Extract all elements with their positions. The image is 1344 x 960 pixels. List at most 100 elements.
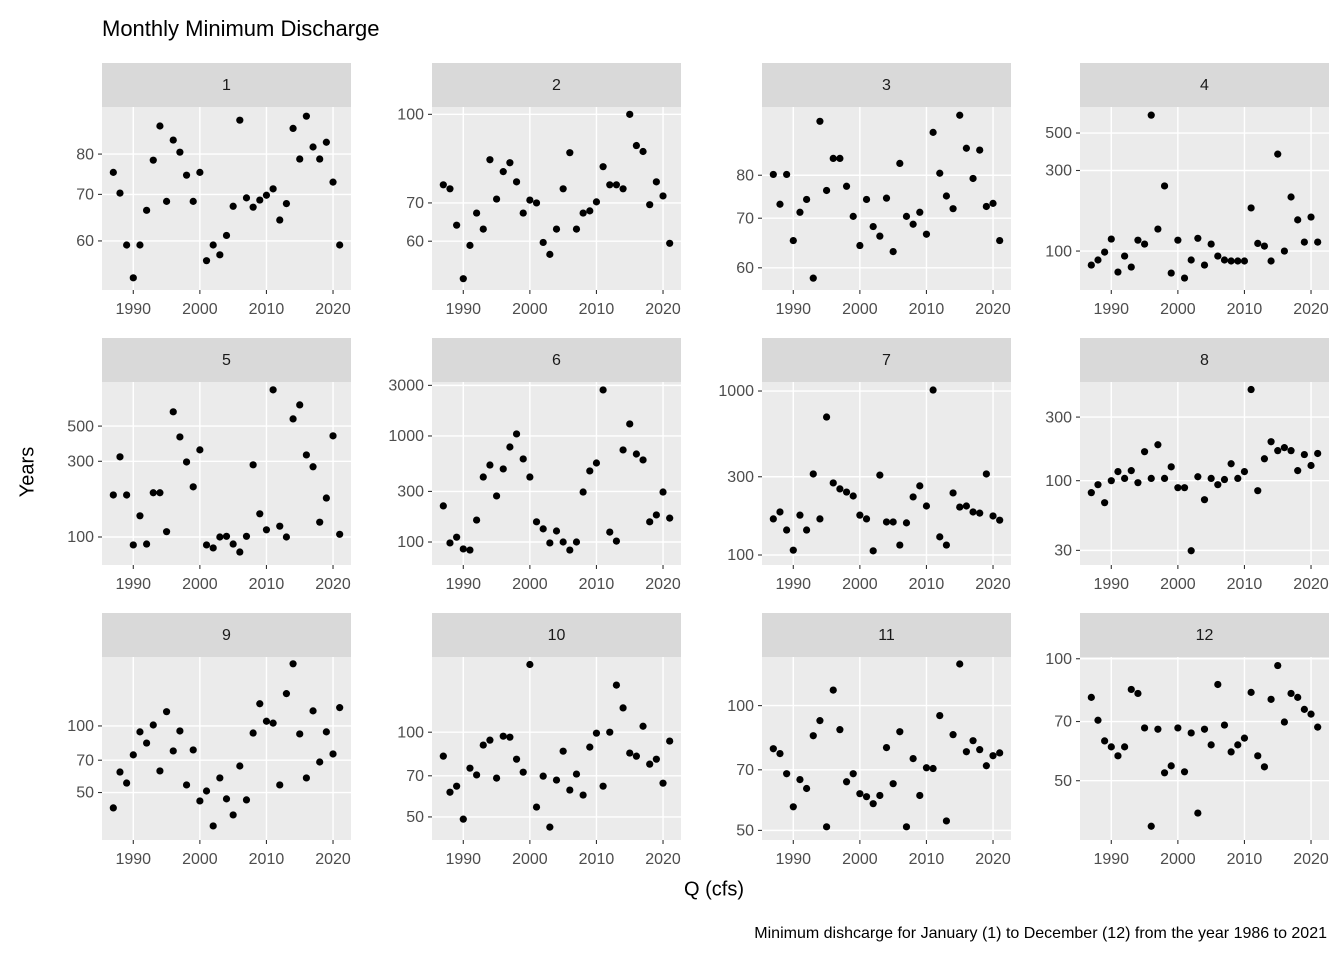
point: [803, 784, 811, 793]
point: [512, 178, 521, 186]
point: [1147, 111, 1155, 119]
x-tick-label: 2010: [1227, 576, 1263, 593]
point: [116, 189, 124, 197]
point: [149, 721, 157, 729]
point: [639, 147, 647, 156]
x-tick-label: 1990: [775, 301, 811, 318]
point: [856, 241, 864, 250]
y-tick-label: 100: [397, 107, 424, 124]
point: [1127, 467, 1135, 475]
strip: [432, 338, 681, 382]
point: [783, 770, 791, 778]
point: [769, 170, 777, 179]
point: [989, 199, 997, 207]
point: [1240, 257, 1249, 265]
point: [796, 511, 804, 519]
point: [1121, 743, 1129, 751]
point: [922, 230, 931, 238]
y-tick-label: 60: [406, 233, 424, 250]
y-tick-label: 300: [1045, 409, 1072, 426]
x-tick-label: 1990: [1093, 576, 1129, 593]
point: [1174, 484, 1182, 492]
point: [242, 194, 251, 202]
point: [1134, 236, 1142, 244]
point: [302, 774, 310, 782]
point: [269, 719, 277, 727]
point: [1254, 487, 1262, 495]
point: [619, 446, 627, 454]
point: [1101, 499, 1109, 507]
x-tick-label: 2000: [182, 301, 218, 318]
point: [282, 199, 291, 208]
y-tick-label: 500: [1045, 125, 1072, 142]
x-tick-label: 2000: [182, 576, 218, 593]
point: [1154, 441, 1162, 449]
point: [316, 758, 324, 766]
point: [479, 741, 487, 749]
point: [1101, 737, 1109, 745]
point: [526, 660, 534, 669]
point: [169, 747, 177, 755]
point: [1274, 150, 1282, 158]
point: [783, 526, 791, 534]
point: [882, 518, 891, 526]
point: [982, 470, 990, 478]
point: [506, 733, 514, 741]
y-tick-label: 100: [67, 529, 94, 546]
point: [532, 518, 541, 526]
point: [666, 239, 674, 247]
point: [1274, 661, 1282, 670]
point: [789, 236, 797, 245]
point: [446, 539, 454, 547]
point: [336, 530, 344, 538]
point: [129, 274, 137, 282]
y-tick-label: 300: [727, 469, 754, 486]
point: [289, 124, 297, 133]
point: [222, 532, 231, 540]
point: [1121, 252, 1129, 260]
x-tick-label: 2020: [975, 851, 1011, 868]
facet-title: 6: [552, 352, 561, 369]
point: [262, 191, 271, 199]
point: [269, 185, 277, 193]
point: [473, 209, 481, 217]
x-tick-label: 2020: [975, 301, 1011, 318]
point: [652, 178, 660, 186]
point: [882, 194, 891, 202]
point: [626, 110, 634, 118]
point: [1167, 463, 1175, 471]
point: [229, 811, 237, 819]
point: [256, 196, 264, 204]
point: [446, 185, 454, 193]
point: [222, 231, 231, 240]
x-tick-label: 2000: [1160, 301, 1196, 318]
y-tick-label: 1000: [388, 428, 424, 445]
point: [1087, 489, 1095, 497]
point: [316, 518, 324, 526]
x-tick-label: 2010: [909, 301, 945, 318]
point: [929, 386, 937, 394]
point: [652, 511, 660, 519]
point: [1234, 257, 1242, 265]
point: [1314, 723, 1322, 731]
point: [916, 482, 924, 490]
point: [559, 538, 567, 546]
point: [969, 508, 977, 516]
point: [176, 727, 184, 735]
point: [566, 786, 574, 794]
point: [619, 704, 627, 712]
x-tick-label: 2000: [512, 851, 548, 868]
point: [789, 546, 797, 554]
point: [202, 257, 211, 265]
point: [229, 540, 237, 548]
point: [169, 408, 177, 416]
point: [182, 171, 191, 179]
point: [592, 459, 601, 467]
y-tick-label: 70: [736, 762, 754, 779]
point: [902, 519, 911, 527]
point: [789, 803, 797, 811]
x-tick-label: 2010: [579, 301, 615, 318]
point: [769, 745, 777, 753]
point: [1294, 216, 1302, 224]
point: [949, 205, 957, 213]
